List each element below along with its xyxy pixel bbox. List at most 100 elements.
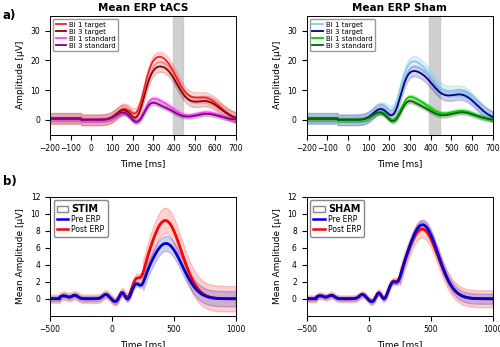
Bl 3 standard	[490, 117, 496, 121]
Bl 3 standard	[150, 101, 156, 105]
Bl 3 standard	[456, 110, 462, 115]
X-axis label: Time [ms]: Time [ms]	[377, 340, 422, 347]
Bl 3 standard	[233, 117, 239, 121]
Bar	[430, 16, 440, 135]
Bl 1 target	[47, 116, 53, 120]
Bl 3 target	[486, 113, 492, 117]
Bl 3 target	[335, 118, 341, 122]
Bl 1 standard	[390, 118, 396, 122]
Bl 1 target	[156, 55, 162, 59]
Bl 1 standard	[392, 117, 398, 121]
Bl 1 target	[394, 101, 400, 105]
Bl 1 target	[404, 65, 410, 69]
Line: Bl 3 standard: Bl 3 standard	[50, 103, 236, 122]
Bl 3 standard	[415, 102, 421, 107]
Bl 3 standard	[134, 120, 140, 124]
Bl 1 standard	[158, 99, 164, 103]
Bl 3 standard	[392, 118, 398, 122]
Bl 1 target	[456, 89, 462, 93]
Bl 1 standard	[229, 117, 235, 121]
Bl 1 target	[78, 118, 84, 122]
Bl 3 target	[490, 115, 496, 119]
Bl 3 standard	[486, 117, 492, 121]
Bl 1 target	[158, 55, 164, 59]
Legend: STIM, Pre ERP, Post ERP: STIM, Pre ERP, Post ERP	[54, 201, 108, 237]
Bl 3 target	[137, 109, 143, 113]
Bl 3 standard	[390, 119, 396, 123]
Bl 3 target	[304, 116, 310, 120]
Bl 1 standard	[404, 96, 410, 100]
Bl 1 target	[411, 59, 417, 64]
Bl 1 standard	[233, 117, 239, 121]
Bl 3 target	[404, 74, 410, 78]
Legend: Bl 1 target, Bl 3 target, Bl 1 standard, Bl 3 standard: Bl 1 target, Bl 3 target, Bl 1 standard,…	[54, 19, 118, 51]
Bl 1 standard	[200, 110, 206, 115]
Bl 1 target	[148, 63, 154, 67]
Legend: SHAM, Pre ERP, Post ERP: SHAM, Pre ERP, Post ERP	[310, 201, 364, 237]
Bl 1 target	[233, 115, 239, 119]
Bl 3 target	[392, 109, 398, 113]
Bl 3 target	[456, 92, 462, 96]
Text: b): b)	[2, 175, 16, 188]
X-axis label: Time [ms]: Time [ms]	[120, 340, 166, 347]
Bl 3 target	[78, 118, 84, 122]
Bl 1 standard	[394, 115, 400, 119]
Bl 3 target	[200, 99, 206, 103]
Text: a): a)	[2, 9, 16, 22]
Y-axis label: Amplitude [µV]: Amplitude [µV]	[272, 41, 281, 109]
Bl 1 standard	[148, 98, 154, 102]
Bl 1 standard	[137, 116, 143, 120]
Bl 1 standard	[304, 117, 310, 121]
Bl 3 target	[158, 65, 164, 69]
X-axis label: Time [ms]: Time [ms]	[377, 159, 422, 168]
Bl 1 standard	[456, 109, 462, 113]
Bl 3 standard	[229, 117, 235, 121]
Bl 3 standard	[136, 119, 141, 123]
Line: Bl 3 target: Bl 3 target	[306, 71, 492, 120]
Bl 3 target	[412, 69, 418, 73]
Bl 3 standard	[148, 101, 154, 105]
Legend: Bl 1 target, Bl 3 target, Bl 1 standard, Bl 3 standard: Bl 1 target, Bl 3 target, Bl 1 standard,…	[310, 19, 374, 51]
Bl 1 target	[392, 104, 398, 108]
Bl 3 target	[136, 112, 141, 116]
Y-axis label: Mean Amplitude [µV]: Mean Amplitude [µV]	[16, 208, 25, 304]
Bl 3 standard	[407, 99, 413, 103]
Bl 3 target	[233, 116, 239, 120]
Y-axis label: Amplitude [µV]: Amplitude [µV]	[16, 41, 25, 109]
Bl 1 target	[200, 95, 206, 100]
Bl 1 target	[490, 114, 496, 118]
Bl 3 standard	[47, 117, 53, 121]
X-axis label: Time [ms]: Time [ms]	[120, 159, 166, 168]
Bl 3 standard	[200, 112, 206, 116]
Line: Bl 3 target: Bl 3 target	[50, 67, 236, 120]
Bl 1 standard	[133, 119, 139, 123]
Line: Bl 1 standard: Bl 1 standard	[50, 99, 236, 121]
Line: Bl 1 standard: Bl 1 standard	[306, 97, 492, 120]
Bl 3 standard	[404, 100, 410, 104]
Line: Bl 1 target: Bl 1 target	[306, 61, 492, 120]
Bl 1 target	[486, 112, 492, 116]
Bl 1 target	[136, 106, 141, 110]
Line: Bl 3 standard: Bl 3 standard	[306, 101, 492, 121]
Bl 1 target	[415, 60, 421, 65]
Bl 3 standard	[394, 117, 400, 121]
Bl 1 standard	[152, 96, 158, 101]
Bl 3 target	[415, 70, 421, 74]
Bl 1 standard	[136, 118, 141, 122]
Title: Mean ERP tACS: Mean ERP tACS	[98, 3, 188, 14]
Bl 3 target	[229, 115, 235, 119]
Line: Bl 1 target: Bl 1 target	[50, 57, 236, 120]
Bl 1 target	[304, 116, 310, 120]
Title: Mean ERP Sham: Mean ERP Sham	[352, 3, 447, 14]
Bl 1 standard	[47, 117, 53, 121]
Bl 3 target	[47, 116, 53, 120]
Bl 3 standard	[304, 117, 310, 121]
Bl 1 standard	[486, 117, 492, 121]
Bar	[173, 16, 183, 135]
Bl 1 target	[137, 103, 143, 107]
Y-axis label: Mean Amplitude [µV]: Mean Amplitude [µV]	[272, 208, 281, 304]
Bl 3 target	[148, 73, 154, 77]
Bl 3 target	[158, 65, 164, 69]
Bl 3 target	[394, 107, 400, 111]
Bl 3 standard	[137, 118, 143, 122]
